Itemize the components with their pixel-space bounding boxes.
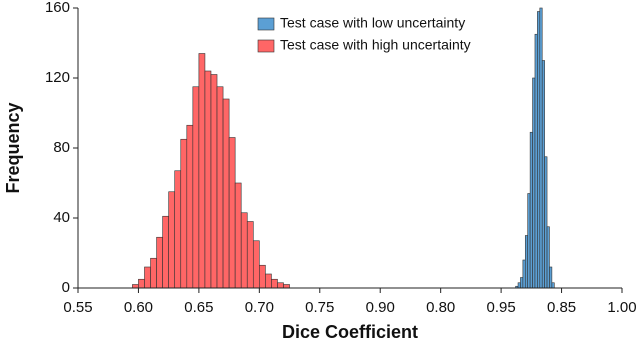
x-tick-label: 0.90 bbox=[366, 299, 395, 316]
y-tick-label: 0 bbox=[62, 279, 70, 296]
bar bbox=[259, 264, 266, 289]
bar bbox=[174, 170, 182, 289]
x-tick-label: 0.60 bbox=[124, 299, 153, 316]
bar bbox=[144, 266, 151, 289]
bar bbox=[539, 7, 543, 289]
legend-swatch bbox=[257, 39, 275, 53]
y-tick-label: 80 bbox=[53, 139, 70, 156]
bar bbox=[265, 273, 272, 289]
bar bbox=[162, 215, 169, 289]
bar bbox=[551, 282, 555, 289]
bar bbox=[222, 98, 230, 289]
x-tick-label: 0.70 bbox=[245, 299, 274, 316]
bar bbox=[522, 259, 526, 289]
x-tick-label: 0.55 bbox=[63, 299, 92, 316]
bar bbox=[240, 212, 248, 289]
bar bbox=[546, 226, 550, 289]
bar bbox=[524, 235, 529, 289]
bar bbox=[156, 236, 163, 289]
bar bbox=[517, 282, 521, 289]
bar bbox=[132, 284, 139, 289]
y-tick-label: 40 bbox=[53, 209, 70, 226]
y-tick-label: 160 bbox=[45, 0, 70, 16]
x-tick-label: 0.80 bbox=[426, 299, 455, 316]
bar bbox=[228, 137, 236, 289]
y-axis-label: Frequency bbox=[3, 102, 23, 193]
bar bbox=[527, 193, 531, 289]
bar bbox=[252, 240, 260, 289]
bar bbox=[234, 182, 242, 289]
bar bbox=[520, 277, 524, 289]
bar bbox=[150, 257, 157, 289]
bar bbox=[277, 282, 284, 289]
bar bbox=[534, 33, 538, 289]
x-tick-label: 0.65 bbox=[184, 299, 213, 316]
bar bbox=[168, 191, 176, 289]
bar bbox=[138, 278, 145, 289]
legend-swatch bbox=[257, 17, 275, 31]
legend-label: Test case with high uncertainty bbox=[280, 37, 471, 53]
bar bbox=[541, 60, 545, 289]
bar bbox=[186, 124, 194, 289]
bar bbox=[283, 284, 290, 289]
bar bbox=[532, 77, 536, 289]
bar bbox=[544, 156, 548, 289]
bar bbox=[216, 86, 224, 289]
y-tick-label: 120 bbox=[45, 69, 70, 86]
bar bbox=[204, 70, 212, 289]
bar bbox=[180, 138, 188, 289]
legend-label: Test case with low uncertainty bbox=[280, 15, 465, 31]
x-tick-label: 0.95 bbox=[487, 299, 516, 316]
x-axis-label: Dice Coefficient bbox=[282, 322, 418, 342]
bar bbox=[210, 74, 218, 289]
x-tick-label: 1.00 bbox=[607, 299, 636, 316]
bar bbox=[271, 278, 278, 289]
x-tick-label: 0.85 bbox=[547, 299, 576, 316]
bar bbox=[198, 53, 206, 289]
bar bbox=[192, 86, 200, 289]
bar bbox=[549, 266, 553, 289]
bar bbox=[246, 221, 254, 289]
bar bbox=[529, 131, 533, 289]
bar bbox=[537, 11, 541, 289]
x-tick-label: 0.75 bbox=[305, 299, 334, 316]
